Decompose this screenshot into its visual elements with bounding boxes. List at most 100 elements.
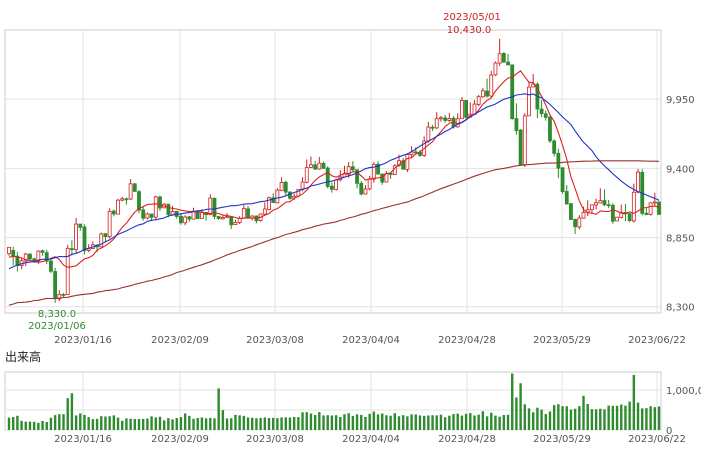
volume-bar: [49, 417, 53, 430]
volume-bar: [389, 415, 392, 430]
candle-body: [195, 211, 200, 219]
candle: [179, 212, 183, 225]
candle-body: [564, 191, 569, 205]
volume-bar: [251, 417, 254, 430]
candle-body: [216, 216, 221, 219]
candle: [220, 214, 225, 220]
candle: [405, 153, 410, 173]
candle: [103, 233, 108, 243]
volume-bar: [347, 413, 350, 430]
candle: [606, 199, 611, 209]
volume-bar: [204, 418, 208, 430]
volume-bar: [355, 414, 359, 430]
candle: [321, 161, 326, 169]
candle-body: [615, 216, 619, 222]
candle-body: [279, 182, 284, 191]
candle-body: [179, 215, 183, 224]
candle-body: [460, 100, 464, 120]
volume-bar: [427, 415, 430, 430]
candle-body: [271, 197, 276, 203]
candle: [564, 185, 569, 205]
candle: [346, 161, 351, 178]
volume-bar: [569, 409, 573, 430]
candle: [28, 253, 32, 261]
volume-bar: [473, 415, 476, 430]
volume-bar: [645, 408, 648, 430]
volume-bar: [141, 418, 145, 430]
candle: [288, 191, 292, 200]
volume-bar: [548, 411, 552, 430]
candle-body: [652, 201, 657, 204]
candle-body: [426, 126, 431, 142]
candle: [657, 200, 661, 215]
candle-body: [585, 209, 590, 213]
candle: [49, 257, 53, 274]
candle-body: [443, 117, 448, 121]
volume-bar: [657, 406, 661, 430]
candle: [556, 148, 561, 179]
volume-bar: [578, 406, 581, 430]
high-value-label: 10,430.0: [447, 25, 492, 36]
volume-bar: [259, 417, 262, 430]
candle-body: [598, 200, 603, 204]
volume-bar: [95, 418, 99, 430]
volume-bar: [481, 411, 485, 430]
candle-body: [610, 204, 615, 222]
candle: [636, 168, 640, 194]
candle-body: [355, 169, 359, 184]
volume-bar: [607, 405, 610, 430]
candle: [610, 203, 615, 224]
volume-x-tick-label: 2023/06/22: [628, 434, 686, 445]
candle-body: [313, 164, 318, 170]
volume-bar: [234, 414, 237, 430]
candle: [233, 219, 238, 225]
volume-bar: [498, 416, 501, 430]
candle-body: [480, 90, 485, 98]
volume-bar: [552, 405, 556, 430]
volume-bar: [280, 417, 283, 430]
volume-bar: [620, 404, 623, 430]
volume-x-tick-label: 2023/02/09: [151, 434, 209, 445]
candle: [497, 38, 502, 66]
volume-bar: [544, 414, 547, 430]
volume-bar: [292, 417, 296, 430]
candle-body: [430, 126, 435, 129]
volume-x-tick-label: 2023/04/28: [438, 434, 496, 445]
candle: [447, 112, 452, 122]
candle: [376, 161, 380, 175]
candle-body: [82, 226, 87, 252]
candle: [212, 197, 217, 220]
candle-body: [522, 115, 527, 165]
candle-body: [137, 191, 141, 211]
volume-bar: [339, 417, 342, 430]
volume-bar: [326, 415, 329, 430]
candle-body: [330, 185, 334, 190]
candle-body: [464, 100, 468, 118]
volume-bar: [561, 406, 564, 430]
candle-body: [434, 118, 439, 129]
candle: [61, 293, 66, 298]
candle-body: [49, 260, 53, 272]
candle-body: [506, 61, 510, 66]
volume-x-tick-label: 2023/03/08: [246, 434, 304, 445]
volume-bar: [594, 409, 598, 430]
candle: [7, 246, 11, 256]
candle-body: [128, 183, 133, 200]
price-y-tick-label: 9,950: [666, 95, 695, 106]
candle-body: [657, 201, 661, 215]
volume-bar: [653, 407, 657, 430]
volume-y-ticks: 0 1,000,0: [666, 386, 701, 437]
volume-bar: [284, 417, 287, 430]
volume-bar: [485, 416, 489, 430]
volume-bar: [74, 415, 78, 430]
volume-bar: [582, 395, 585, 430]
candle: [141, 205, 146, 221]
candle: [309, 156, 313, 169]
candle-body: [581, 211, 586, 219]
candle-body: [439, 117, 443, 120]
candle-body: [220, 217, 225, 220]
candle: [267, 196, 271, 211]
candle-body: [359, 182, 364, 195]
candle-body: [141, 209, 146, 219]
